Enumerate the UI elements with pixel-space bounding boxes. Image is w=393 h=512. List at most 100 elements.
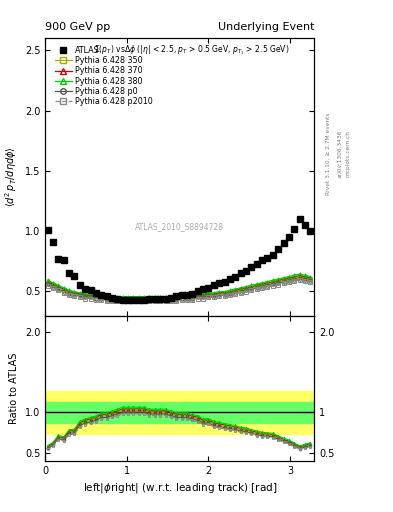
Pythia 6.428 370 [233, 287, 238, 293]
ATLAS [142, 297, 147, 303]
ATLAS [179, 292, 184, 298]
Pythia 6.428 p2010 [233, 291, 238, 297]
Y-axis label: $\langle d^2\,p_T/d\eta d\phi\rangle$: $\langle d^2\,p_T/d\eta d\phi\rangle$ [4, 146, 19, 207]
Pythia 6.428 350 [195, 293, 200, 300]
Pythia 6.428 p0 [115, 297, 120, 303]
ATLAS [254, 261, 259, 267]
Pythia 6.428 380 [99, 292, 104, 298]
Pythia 6.428 350 [120, 295, 125, 302]
Pythia 6.428 p2010 [297, 277, 302, 283]
Pythia 6.428 350 [260, 283, 264, 289]
Pythia 6.428 p2010 [286, 279, 291, 285]
Pythia 6.428 p0 [233, 290, 238, 296]
Pythia 6.428 380 [238, 285, 243, 291]
Pythia 6.428 370 [136, 294, 141, 301]
Pythia 6.428 370 [61, 286, 66, 292]
ATLAS [147, 295, 152, 302]
ATLAS [104, 293, 109, 300]
Pythia 6.428 p0 [51, 284, 55, 290]
Pythia 6.428 380 [94, 292, 98, 298]
Pythia 6.428 p0 [270, 282, 275, 288]
ATLAS [190, 291, 195, 297]
Pythia 6.428 370 [104, 294, 109, 301]
ATLAS [206, 285, 211, 291]
Pythia 6.428 p2010 [228, 292, 232, 298]
Pythia 6.428 p0 [110, 297, 114, 303]
ATLAS [222, 279, 227, 285]
Pythia 6.428 p2010 [152, 298, 157, 304]
Pythia 6.428 p2010 [126, 298, 130, 304]
Text: Rivet 3.1.10, ≥ 2.7M events: Rivet 3.1.10, ≥ 2.7M events [326, 112, 331, 195]
Pythia 6.428 350 [303, 275, 307, 281]
Pythia 6.428 p0 [185, 295, 189, 302]
Pythia 6.428 p0 [292, 276, 297, 283]
ATLAS [276, 246, 281, 252]
Pythia 6.428 380 [136, 293, 141, 300]
Y-axis label: Ratio to ATLAS: Ratio to ATLAS [9, 353, 19, 424]
ATLAS [228, 276, 232, 283]
Pythia 6.428 350 [110, 295, 114, 302]
Pythia 6.428 p2010 [104, 298, 109, 304]
ATLAS [185, 292, 189, 298]
Pythia 6.428 p0 [244, 287, 248, 293]
Pythia 6.428 p2010 [265, 284, 270, 290]
Pythia 6.428 380 [265, 279, 270, 285]
Pythia 6.428 p0 [72, 292, 77, 298]
Pythia 6.428 380 [254, 281, 259, 287]
Pythia 6.428 380 [56, 282, 61, 288]
Pythia 6.428 370 [190, 293, 195, 300]
ATLAS [83, 286, 88, 292]
Pythia 6.428 370 [115, 294, 120, 301]
Pythia 6.428 380 [120, 293, 125, 300]
Pythia 6.428 370 [163, 294, 168, 301]
ATLAS [308, 228, 313, 234]
Pythia 6.428 370 [222, 290, 227, 296]
Pythia 6.428 350 [254, 284, 259, 290]
Pythia 6.428 380 [61, 285, 66, 291]
ATLAS [158, 295, 163, 302]
ATLAS [249, 264, 254, 270]
Pythia 6.428 370 [88, 292, 93, 298]
Pythia 6.428 380 [276, 276, 281, 282]
Pythia 6.428 380 [292, 272, 297, 279]
Pythia 6.428 350 [286, 276, 291, 283]
Pythia 6.428 370 [56, 284, 61, 290]
Pythia 6.428 p0 [265, 283, 270, 289]
ATLAS [136, 297, 141, 303]
Pythia 6.428 p2010 [158, 298, 163, 304]
ATLAS [51, 239, 55, 245]
Pythia 6.428 350 [190, 294, 195, 301]
Pythia 6.428 p2010 [169, 298, 173, 304]
Pythia 6.428 350 [174, 295, 179, 302]
ATLAS [152, 295, 157, 302]
Pythia 6.428 p0 [136, 297, 141, 303]
Pythia 6.428 p0 [169, 297, 173, 303]
Pythia 6.428 370 [265, 280, 270, 286]
Pythia 6.428 p2010 [45, 283, 50, 289]
Pythia 6.428 370 [169, 294, 173, 301]
Pythia 6.428 p0 [201, 294, 206, 301]
Pythia 6.428 p2010 [72, 293, 77, 300]
Pythia 6.428 380 [201, 291, 206, 297]
Pythia 6.428 p2010 [222, 293, 227, 300]
Pythia 6.428 380 [72, 289, 77, 295]
Pythia 6.428 370 [51, 281, 55, 287]
Pythia 6.428 350 [51, 283, 55, 289]
Pythia 6.428 p0 [45, 282, 50, 288]
ATLAS [72, 273, 77, 279]
Pythia 6.428 380 [185, 292, 189, 298]
ATLAS [297, 216, 302, 222]
Pythia 6.428 p2010 [88, 295, 93, 302]
ATLAS [211, 283, 216, 289]
Pythia 6.428 350 [88, 293, 93, 300]
Pythia 6.428 p2010 [131, 298, 136, 304]
Pythia 6.428 p0 [88, 294, 93, 301]
Pythia 6.428 380 [45, 277, 50, 283]
Pythia 6.428 350 [276, 279, 281, 285]
Pythia 6.428 380 [308, 273, 313, 280]
Pythia 6.428 p2010 [83, 295, 88, 302]
Pythia 6.428 p2010 [244, 289, 248, 295]
Text: mcplots.cern.ch: mcplots.cern.ch [345, 130, 350, 177]
Pythia 6.428 350 [104, 295, 109, 302]
ATLAS [99, 292, 104, 298]
